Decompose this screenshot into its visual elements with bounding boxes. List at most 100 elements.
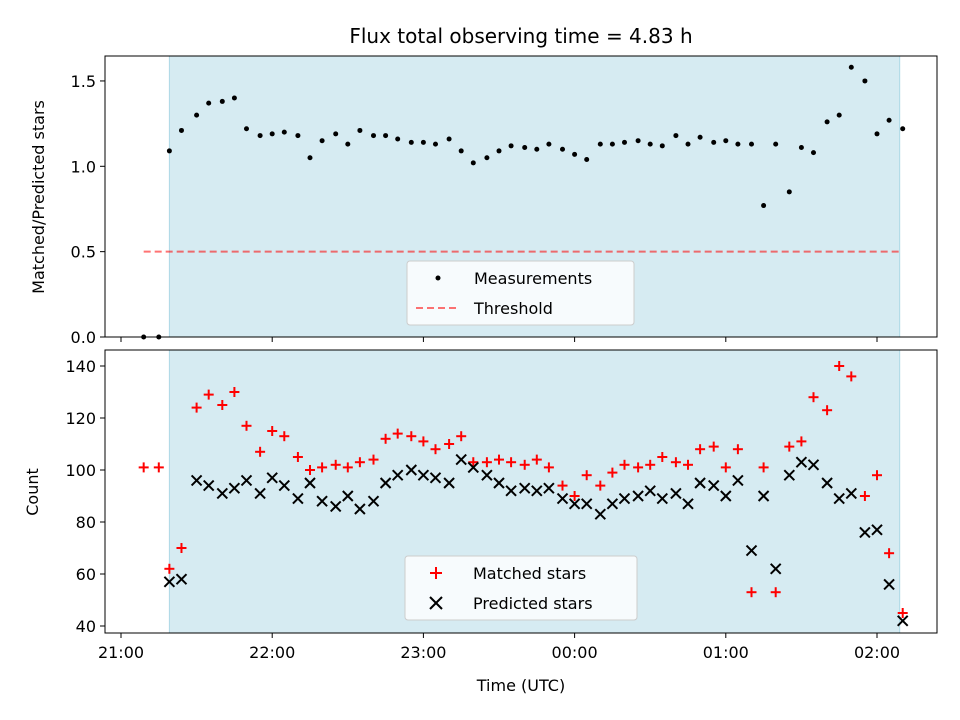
measurement-point xyxy=(269,131,275,137)
predicted-star-point xyxy=(568,498,581,510)
top-axes-frame xyxy=(104,55,938,338)
measurement-point xyxy=(357,127,363,133)
matched-star-point xyxy=(884,548,895,559)
measurement-point xyxy=(786,189,792,195)
predicted-star-point-b xyxy=(266,472,278,484)
matched-star-point xyxy=(619,459,630,470)
matched-star-point xyxy=(392,428,403,439)
measurement-point xyxy=(711,139,717,145)
x-tick-label: 22:00 xyxy=(249,643,295,662)
matched-star-point xyxy=(758,462,769,473)
measurement-point xyxy=(621,139,627,145)
matched-star-point xyxy=(557,480,568,491)
predicted-star-point xyxy=(304,477,316,489)
predicted-star-point xyxy=(632,490,644,502)
measurement-point xyxy=(824,119,830,125)
predicted-star-point-b xyxy=(391,469,404,481)
predicted-star-point-b xyxy=(682,498,694,510)
predicted-star-point xyxy=(783,469,796,481)
legend-predicted-label: Predicted stars xyxy=(473,594,593,613)
measurement-point xyxy=(673,133,679,139)
bottom-legend: Matched stars Predicted stars xyxy=(404,555,638,621)
matched-star-point xyxy=(317,462,328,473)
predicted-star-point xyxy=(757,490,770,502)
predicted-star-point-b xyxy=(429,472,442,484)
matched-star-point xyxy=(569,491,580,501)
measurement-point xyxy=(206,100,212,106)
measurement-point xyxy=(408,139,414,145)
x-tick-label: 23:00 xyxy=(400,643,446,662)
predicted-star-point-b xyxy=(278,479,291,492)
matched-star-point xyxy=(241,420,252,431)
predicted-star-point-b xyxy=(757,490,770,502)
measurement-point xyxy=(810,150,816,156)
predicted-star-point-b xyxy=(342,490,354,502)
matched-star-point xyxy=(292,452,303,462)
measurement-point xyxy=(862,78,868,84)
predicted-star-point xyxy=(845,487,858,500)
matched-star-point xyxy=(481,457,492,468)
matched-star-point xyxy=(217,400,228,410)
measurement-point xyxy=(496,148,502,154)
measurement-point xyxy=(723,138,729,144)
matched-star-point xyxy=(708,441,719,452)
legend-threshold-label: Threshold xyxy=(473,299,553,318)
measurement-point xyxy=(178,127,184,133)
measurement-point xyxy=(609,141,615,147)
measurement-point xyxy=(749,141,755,147)
measurement-point xyxy=(546,141,552,147)
predicted-star-point xyxy=(670,487,682,500)
matched-star-point xyxy=(846,371,857,382)
matched-star-point xyxy=(267,426,278,436)
predicted-star-point xyxy=(175,573,188,585)
predicted-star-point xyxy=(594,508,607,520)
bottom-legend-box xyxy=(404,555,638,621)
predicted-star-point xyxy=(467,461,480,474)
predicted-star-point xyxy=(190,474,203,487)
measurement-point xyxy=(243,126,249,132)
y-tick-label: 100 xyxy=(65,461,96,480)
predicted-star-point xyxy=(795,456,808,468)
measurement-point xyxy=(295,133,301,139)
measurement-point xyxy=(194,112,200,118)
matched-star-point xyxy=(342,462,353,473)
predicted-star-point xyxy=(493,477,505,489)
predicted-star-point-b xyxy=(732,474,744,487)
predicted-star-point xyxy=(429,472,442,484)
measurement-point xyxy=(647,141,653,147)
predicted-star-point-b xyxy=(656,492,669,505)
matched-star-point xyxy=(330,459,341,470)
predicted-star-point-b xyxy=(556,492,569,505)
predicted-star-point-b xyxy=(505,485,517,497)
predicted-star-point-b xyxy=(316,495,328,507)
measurement-point xyxy=(219,98,225,104)
predicted-star-point xyxy=(531,485,543,497)
predicted-star-point xyxy=(694,477,706,489)
measurement-point xyxy=(874,131,880,137)
predicted-star-point xyxy=(316,495,328,507)
predicted-star-point-b xyxy=(694,477,706,489)
predicted-star-point-b xyxy=(292,492,304,505)
predicted-star-point-b xyxy=(228,482,241,494)
chart-title: Flux total observing time = 4.83 h xyxy=(349,24,692,48)
top-panel: 0.0 0.5 1.0 1.5 Matched/Predicted stars Mea… xyxy=(29,55,938,347)
measurement-point xyxy=(166,148,172,154)
predicted-star-point-b xyxy=(580,498,593,510)
y-tick-label: 80 xyxy=(76,513,96,532)
predicted-star-point xyxy=(518,482,531,494)
measurement-point xyxy=(761,203,767,209)
matched-star-point xyxy=(305,465,315,475)
predicted-star-point xyxy=(682,498,694,510)
measurement-point xyxy=(231,95,237,101)
matched-star-point xyxy=(732,444,743,455)
bottom-panel: 40 60 80 100 120 140 21:00 22:00 23:00 00:00 01:0… xyxy=(23,349,938,695)
measurement-point xyxy=(281,129,287,135)
predicted-star-point-b xyxy=(202,479,215,492)
measurement-point xyxy=(659,143,665,149)
measurement-point xyxy=(697,134,703,140)
top-x-axis xyxy=(120,337,878,342)
predicted-star-point-b xyxy=(568,498,581,510)
predicted-star-point xyxy=(329,500,342,513)
predicted-star-point xyxy=(228,482,241,494)
